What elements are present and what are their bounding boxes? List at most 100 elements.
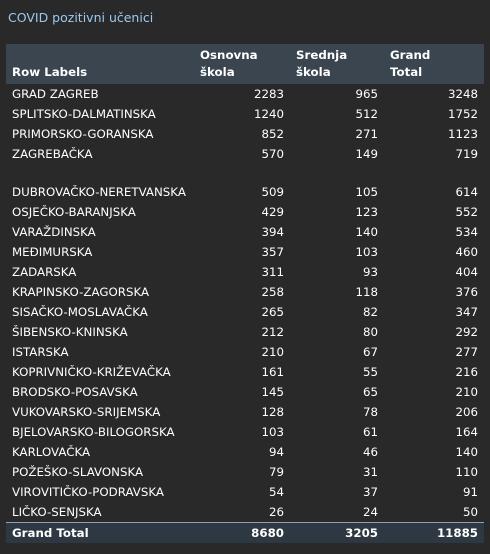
- osnovna-value: 394: [261, 225, 284, 239]
- srednja-value: 31: [362, 465, 378, 479]
- osnovna-value: 212: [261, 325, 284, 339]
- total-value: 216: [455, 365, 478, 379]
- report-title: COVID pozitivni učenici: [8, 10, 154, 25]
- total-value: 277: [455, 345, 478, 359]
- total-value: 91: [462, 485, 478, 499]
- row-label: MEĐIMURSKA: [12, 245, 93, 259]
- srednja-value: 46: [362, 445, 378, 459]
- srednja-header-line1: Srednja: [296, 48, 348, 62]
- table-row[interactable]: OSJEČKO-BARANJSKA 429 123 552: [6, 202, 484, 222]
- srednja-value: 140: [355, 225, 378, 239]
- header-row: Row Labels Osnovna škola Srednja škola G…: [6, 44, 484, 84]
- table-row[interactable]: KRAPINSKO-ZAGORSKA 258 118 376: [6, 282, 484, 302]
- total-value: 1752: [447, 107, 478, 121]
- table-row[interactable]: VARAŽDINSKA 394 140 534: [6, 222, 484, 242]
- pivot-table: Row Labels Osnovna škola Srednja škola G…: [6, 44, 484, 543]
- total-value: 376: [455, 285, 478, 299]
- total-value: 140: [455, 445, 478, 459]
- osnovna-value: 357: [261, 245, 284, 259]
- srednja-value: 103: [355, 245, 378, 259]
- total-value: 50: [462, 505, 478, 519]
- row-label: BJELOVARSKO-BILOGORSKA: [12, 425, 175, 439]
- grand-total-row[interactable]: Grand Total 8680 3205 11885: [6, 522, 484, 543]
- table-row[interactable]: ZAGREBAČKA 570 149 719: [6, 144, 484, 164]
- srednja-value: 67: [362, 345, 378, 359]
- table-row[interactable]: MEĐIMURSKA 357 103 460: [6, 242, 484, 262]
- table-row[interactable]: ZADARSKA 311 93 404: [6, 262, 484, 282]
- row-label: GRAD ZAGREB: [12, 87, 99, 101]
- srednja-value: 512: [355, 107, 378, 121]
- total-value: 1123: [447, 127, 478, 141]
- srednja-value: 61: [362, 425, 378, 439]
- table-row[interactable]: LIČKO-SENJSKA 26 24 50: [6, 502, 484, 523]
- srednja-value: 78: [362, 405, 378, 419]
- table-body: GRAD ZAGREB 2283 965 3248 SPLITSKO-DALMATINS…: [6, 84, 484, 523]
- grand-total-label: Grand Total: [12, 526, 89, 540]
- total-value: 3248: [447, 87, 478, 101]
- table-row[interactable]: SPLITSKO-DALMATINSKA 1240 512 1752: [6, 104, 484, 124]
- osnovna-value: 128: [261, 405, 284, 419]
- table-row[interactable]: KARLOVAČKA 94 46 140: [6, 442, 484, 462]
- table-row[interactable]: ŠIBENSKO-KNINSKA 212 80 292: [6, 322, 484, 342]
- srednja-value: 80: [362, 325, 378, 339]
- table-row[interactable]: POŽEŠKO-SLAVONSKA 79 31 110: [6, 462, 484, 482]
- row-label: SPLITSKO-DALMATINSKA: [12, 107, 156, 121]
- table-row[interactable]: VIROVITIČKO-PODRAVSKA 54 37 91: [6, 482, 484, 502]
- srednja-value: 65: [362, 385, 378, 399]
- row-labels-header-text: Row Labels: [12, 65, 88, 79]
- table-row[interactable]: SISAČKO-MOSLAVAČKA 265 82 347: [6, 302, 484, 322]
- grand-total-total: 11885: [436, 526, 478, 540]
- table-row[interactable]: KOPRIVNIČKO-KRIŽEVAČKA 161 55 216: [6, 362, 484, 382]
- table-row[interactable]: ISTARSKA 210 67 277: [6, 342, 484, 362]
- osnovna-value: 103: [261, 425, 284, 439]
- osnovna-value: 54: [268, 485, 284, 499]
- row-label: VUKOVARSKO-SRIJEMSKA: [12, 405, 161, 419]
- srednja-value: 37: [362, 485, 378, 499]
- osnovna-skola-header[interactable]: Osnovna škola: [194, 44, 290, 84]
- table-row[interactable]: BRODSKO-POSAVSKA 145 65 210: [6, 382, 484, 402]
- table-row[interactable]: PRIMORSKO-GORANSKA 852 271 1123: [6, 124, 484, 144]
- row-label: ZAGREBAČKA: [12, 147, 93, 161]
- srednja-skola-header[interactable]: Srednja škola: [290, 44, 384, 84]
- table-row[interactable]: VUKOVARSKO-SRIJEMSKA 128 78 206: [6, 402, 484, 422]
- row-label: DUBROVAČKO-​NERETVANSKA: [12, 185, 186, 199]
- row-label: OSJEČKO-BARANJSKA: [12, 205, 136, 219]
- row-label: POŽEŠKO-SLAVONSKA: [12, 465, 144, 479]
- row-labels-header[interactable]: Row Labels: [6, 44, 194, 84]
- osnovna-value: 2283: [253, 87, 284, 101]
- grand-total-osnovna: 8680: [251, 526, 284, 540]
- table-row[interactable]: BJELOVARSKO-BILOGORSKA 103 61 164: [6, 422, 484, 442]
- total-value: 534: [455, 225, 478, 239]
- row-label: VARAŽDINSKA: [12, 225, 96, 239]
- srednja-value: 93: [362, 265, 378, 279]
- row-label: BRODSKO-POSAVSKA: [12, 385, 138, 399]
- grand-total-header-line2: Total: [390, 65, 423, 79]
- osnovna-value: 852: [261, 127, 284, 141]
- srednja-value: 24: [362, 505, 378, 519]
- srednja-header-line2: škola: [296, 65, 331, 79]
- srednja-value: 123: [355, 205, 378, 219]
- total-value: 614: [455, 185, 478, 199]
- srednja-value: 271: [355, 127, 378, 141]
- osnovna-value: 1240: [253, 107, 284, 121]
- osnovna-value: 509: [261, 185, 284, 199]
- osnovna-value: 265: [261, 305, 284, 319]
- osnovna-value: 161: [261, 365, 284, 379]
- srednja-value: 55: [362, 365, 378, 379]
- srednja-value: 118: [355, 285, 378, 299]
- table-row[interactable]: DUBROVAČKO-​NERETVANSKA 509 105 614: [6, 164, 484, 202]
- osnovna-value: 210: [261, 345, 284, 359]
- total-value: 347: [455, 305, 478, 319]
- osnovna-value: 570: [261, 147, 284, 161]
- total-value: 552: [455, 205, 478, 219]
- row-label: ZADARSKA: [12, 265, 77, 279]
- grand-total-header[interactable]: Grand Total: [384, 44, 484, 84]
- total-value: 292: [455, 325, 478, 339]
- total-value: 460: [455, 245, 478, 259]
- osnovna-value: 26: [268, 505, 284, 519]
- table-row[interactable]: GRAD ZAGREB 2283 965 3248: [6, 84, 484, 104]
- grand-total-srednja: 3205: [345, 526, 378, 540]
- total-value: 210: [455, 385, 478, 399]
- total-value: 206: [455, 405, 478, 419]
